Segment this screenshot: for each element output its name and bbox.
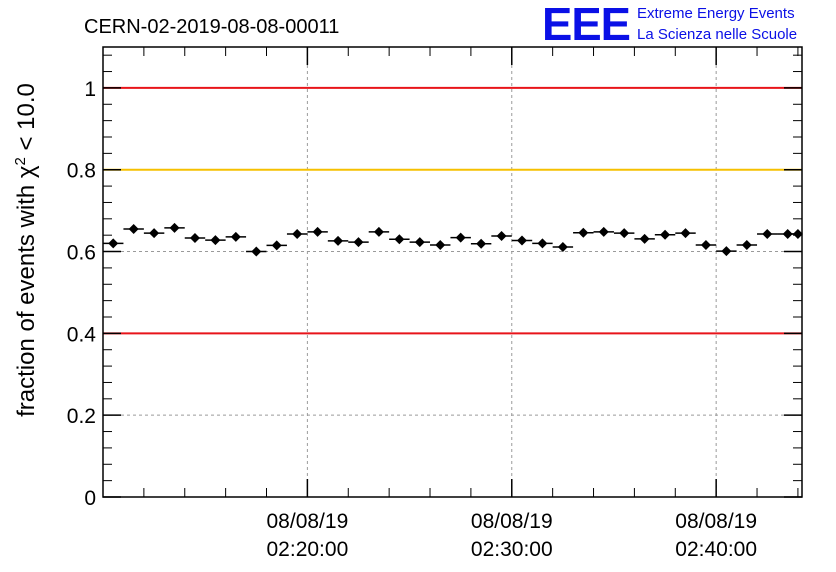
marker	[598, 226, 609, 237]
data-point	[613, 228, 635, 239]
reference-lines	[103, 86, 802, 335]
data-points	[103, 222, 803, 257]
data-point	[225, 231, 247, 242]
marker	[394, 234, 405, 245]
y-tick-label: 0	[84, 487, 96, 510]
marker	[619, 228, 630, 239]
x-tick-label-time: 02:20:00	[267, 538, 349, 561]
data-point	[716, 246, 737, 257]
data-point	[532, 238, 553, 249]
y-tick-label: 0.8	[67, 160, 96, 183]
marker	[108, 238, 119, 249]
data-point	[164, 222, 185, 233]
marker	[680, 228, 691, 239]
marker	[149, 228, 160, 239]
marker	[353, 237, 364, 248]
marker	[169, 222, 180, 233]
data-point	[430, 240, 451, 250]
x-tick-labels: 08/08/19 02:20:00 08/08/19 02:30:00 08/08/19…	[267, 510, 758, 561]
data-point	[348, 237, 369, 248]
y-axis-label: fraction of events with χ2 < 10.0	[12, 83, 40, 417]
y-tick-label: 0.6	[67, 242, 96, 265]
marker	[639, 233, 650, 244]
marker	[210, 235, 221, 246]
marker	[741, 240, 752, 250]
marker	[496, 231, 507, 241]
data-point	[286, 228, 308, 239]
marker	[414, 237, 425, 248]
chart-title: CERN-02-2019-08-08-00011	[84, 16, 339, 38]
data-point	[787, 228, 803, 239]
data-point	[368, 226, 390, 237]
data-point	[184, 233, 206, 244]
marker	[435, 240, 446, 250]
plot-frame	[102, 46, 803, 498]
x-tick-label-date: 08/08/19	[267, 510, 349, 533]
data-point	[757, 228, 778, 239]
marker	[578, 227, 589, 238]
data-point	[103, 238, 124, 249]
y-tick-label: 1	[84, 78, 96, 101]
marker	[312, 226, 323, 237]
data-point	[573, 227, 594, 238]
data-point	[675, 228, 696, 239]
y-tick-label: 0.4	[67, 323, 97, 346]
eee-logo: EEE Extreme Energy Events La Scienza nel…	[542, 0, 797, 50]
data-point	[246, 246, 267, 257]
data-point	[654, 229, 676, 240]
marker	[292, 228, 303, 239]
marker	[251, 246, 262, 257]
marker	[721, 246, 732, 257]
data-point	[511, 235, 533, 246]
marker	[537, 238, 548, 249]
y-tick-labels: 0 0.2 0.4 0.6 0.8 1	[67, 78, 97, 510]
eee-logo-line2: La Scienza nelle Scuole	[637, 26, 797, 43]
data-point	[266, 240, 287, 251]
marker	[476, 238, 487, 249]
x-tick-label-date: 08/08/19	[675, 510, 757, 533]
marker	[373, 226, 384, 237]
data-point	[327, 235, 349, 246]
eee-logo-mark: EEE	[542, 0, 630, 50]
data-point	[491, 231, 512, 241]
marker	[557, 242, 568, 253]
marker	[128, 224, 139, 235]
marker	[792, 228, 803, 239]
data-point	[450, 232, 471, 243]
eee-logo-line1: Extreme Energy Events	[637, 5, 795, 22]
marker	[271, 240, 282, 251]
data-point	[470, 238, 492, 249]
x-tick-label-time: 02:40:00	[675, 538, 757, 561]
data-point	[389, 234, 410, 245]
marker	[333, 235, 344, 246]
data-point	[143, 228, 165, 239]
marker	[455, 232, 466, 243]
data-point	[552, 242, 574, 253]
data-point	[634, 233, 655, 244]
data-point	[593, 226, 614, 237]
data-point	[307, 226, 328, 237]
data-point	[695, 240, 717, 250]
x-tick-label-date: 08/08/19	[471, 510, 553, 533]
marker	[700, 240, 711, 250]
axes	[102, 46, 803, 498]
marker	[516, 235, 527, 246]
marker	[660, 229, 671, 240]
marker	[762, 228, 773, 239]
grid	[103, 47, 802, 497]
marker	[230, 231, 241, 242]
marker	[189, 233, 200, 244]
data-point	[205, 235, 226, 246]
y-tick-label: 0.2	[67, 405, 96, 428]
x-tick-label-time: 02:30:00	[471, 538, 553, 561]
data-point	[409, 237, 431, 248]
data-point	[736, 240, 758, 250]
data-point	[123, 224, 144, 235]
